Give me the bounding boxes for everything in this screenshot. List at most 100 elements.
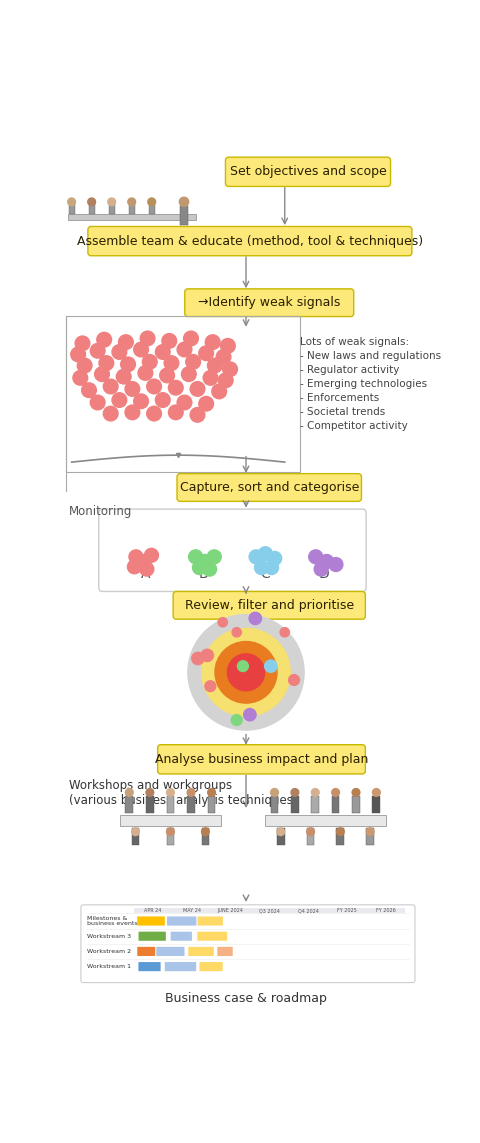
Circle shape xyxy=(68,198,75,206)
FancyBboxPatch shape xyxy=(157,745,365,774)
Circle shape xyxy=(314,562,328,576)
Bar xyxy=(265,815,385,826)
Circle shape xyxy=(205,681,216,692)
Circle shape xyxy=(307,828,314,836)
Circle shape xyxy=(144,549,158,562)
Text: Review, filter and prioritise: Review, filter and prioritise xyxy=(185,599,354,612)
Circle shape xyxy=(220,338,235,353)
Circle shape xyxy=(291,789,299,797)
FancyBboxPatch shape xyxy=(137,917,165,926)
Circle shape xyxy=(88,198,96,206)
Text: FY 2025: FY 2025 xyxy=(337,908,357,913)
Circle shape xyxy=(215,641,277,703)
Circle shape xyxy=(190,382,205,397)
FancyBboxPatch shape xyxy=(185,289,354,317)
Circle shape xyxy=(116,369,131,384)
Circle shape xyxy=(280,628,289,637)
Text: A: A xyxy=(141,567,150,582)
Circle shape xyxy=(167,789,174,797)
Circle shape xyxy=(205,335,220,350)
Bar xyxy=(187,797,195,813)
Circle shape xyxy=(108,198,116,206)
Text: Lots of weak signals:
- New laws and regulations
- Regulator activity
- Emerging: Lots of weak signals: - New laws and reg… xyxy=(300,336,442,431)
Circle shape xyxy=(336,828,344,836)
Text: Q3 2024: Q3 2024 xyxy=(259,908,280,913)
Circle shape xyxy=(140,562,154,576)
Circle shape xyxy=(202,629,290,717)
Circle shape xyxy=(147,379,161,394)
Circle shape xyxy=(232,628,241,637)
FancyBboxPatch shape xyxy=(167,917,196,926)
Circle shape xyxy=(103,406,118,421)
Circle shape xyxy=(137,554,151,568)
Text: Workstream 2: Workstream 2 xyxy=(87,949,131,954)
Bar xyxy=(208,797,216,813)
FancyBboxPatch shape xyxy=(138,962,161,972)
Bar xyxy=(291,797,299,813)
Bar xyxy=(277,828,285,845)
Circle shape xyxy=(73,370,88,385)
Text: D: D xyxy=(318,567,329,582)
Text: JUNE 2024: JUNE 2024 xyxy=(217,908,243,913)
Circle shape xyxy=(218,617,228,626)
Text: APR 24: APR 24 xyxy=(144,908,162,913)
Circle shape xyxy=(127,560,142,574)
Circle shape xyxy=(288,674,300,686)
Bar xyxy=(88,203,95,214)
Circle shape xyxy=(181,367,196,382)
FancyBboxPatch shape xyxy=(171,932,192,941)
Circle shape xyxy=(329,558,343,572)
Circle shape xyxy=(143,354,157,369)
Bar xyxy=(366,828,374,845)
Circle shape xyxy=(202,828,209,836)
Text: MAY 24: MAY 24 xyxy=(183,908,201,913)
Text: Analyse business impact and plan: Analyse business impact and plan xyxy=(155,753,368,766)
Circle shape xyxy=(112,393,127,407)
Bar xyxy=(312,797,319,813)
Circle shape xyxy=(218,373,233,387)
Circle shape xyxy=(82,383,96,398)
Text: Assemble team & educate (method, tool & techniques): Assemble team & educate (method, tool & … xyxy=(77,234,423,248)
Circle shape xyxy=(212,384,227,399)
Circle shape xyxy=(203,562,216,576)
Circle shape xyxy=(268,551,282,566)
Bar xyxy=(167,828,174,845)
Circle shape xyxy=(207,550,221,563)
Circle shape xyxy=(177,395,192,410)
Circle shape xyxy=(192,561,206,575)
Circle shape xyxy=(264,561,278,575)
FancyBboxPatch shape xyxy=(156,946,184,956)
FancyBboxPatch shape xyxy=(197,917,223,926)
Circle shape xyxy=(77,358,92,373)
Circle shape xyxy=(167,828,174,836)
Circle shape xyxy=(187,789,195,797)
FancyBboxPatch shape xyxy=(139,932,166,941)
Bar xyxy=(146,797,154,813)
Circle shape xyxy=(71,347,85,362)
Bar xyxy=(120,815,221,826)
Bar xyxy=(132,828,139,845)
Circle shape xyxy=(372,789,380,797)
Text: Workshops and workgroups
(various business analysis techniques): Workshops and workgroups (various busine… xyxy=(69,778,298,807)
Circle shape xyxy=(208,789,216,797)
Circle shape xyxy=(201,649,214,662)
Circle shape xyxy=(249,613,262,624)
FancyBboxPatch shape xyxy=(199,962,223,972)
Circle shape xyxy=(95,367,109,382)
Circle shape xyxy=(352,789,360,797)
Bar xyxy=(332,797,339,813)
Bar xyxy=(66,315,300,472)
Circle shape xyxy=(90,343,105,358)
FancyBboxPatch shape xyxy=(173,591,365,620)
Circle shape xyxy=(188,615,304,730)
Circle shape xyxy=(309,550,323,563)
Circle shape xyxy=(99,355,114,370)
Circle shape xyxy=(132,828,139,836)
Circle shape xyxy=(231,714,242,726)
Circle shape xyxy=(148,198,156,206)
Circle shape xyxy=(120,357,135,371)
Circle shape xyxy=(223,362,238,376)
Circle shape xyxy=(228,654,264,690)
Circle shape xyxy=(190,408,205,422)
Bar xyxy=(129,203,135,214)
